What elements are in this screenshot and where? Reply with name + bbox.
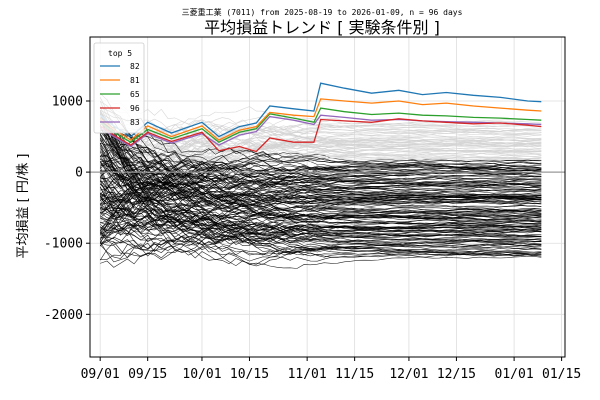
background-series-line: [100, 140, 542, 185]
background-series-line: [99, 166, 542, 247]
background-series-line: [100, 150, 542, 169]
background-series-line: [99, 110, 542, 185]
top-series-group: [99, 82, 542, 153]
y-tick-label: 0: [75, 166, 83, 181]
background-series-line: [99, 158, 542, 212]
background-series-line: [99, 139, 542, 168]
background-series-line: [99, 99, 542, 151]
x-tick-label: 12/15: [437, 367, 476, 382]
background-series-line: [100, 155, 542, 187]
y-tick-label: -2000: [44, 308, 83, 323]
legend-label-81: 81: [130, 76, 140, 85]
background-series-line: [99, 194, 542, 269]
background-series-line: [100, 126, 542, 176]
background-series-line: [100, 175, 542, 194]
background-series-line: [99, 128, 542, 258]
plot-frame: [89, 36, 566, 358]
background-series-line: [100, 190, 542, 217]
background-series-line: [99, 111, 542, 218]
background-series-line: [100, 130, 542, 189]
background-series-line: [100, 202, 542, 238]
background-series-line: [100, 198, 542, 235]
background-series-line: [100, 154, 542, 174]
background-series-line: [100, 183, 542, 250]
background-series-line: [99, 183, 542, 234]
background-series-line: [100, 123, 542, 193]
legend-label-82: 82: [130, 62, 140, 71]
background-series-line: [99, 112, 542, 238]
chart-subtitle: 三菱重工業 (7011) from 2025-08-19 to 2026-01-…: [182, 7, 463, 17]
background-series-line: [99, 118, 542, 214]
legend-label-96: 96: [130, 104, 140, 113]
legend-label-65: 65: [130, 90, 140, 99]
y-tick-label: 1000: [52, 95, 83, 110]
legend: top 5 82 81 65 96 83: [93, 42, 145, 134]
background-series-line: [100, 109, 542, 165]
background-series-line: [100, 135, 542, 164]
background-series-line: [99, 124, 542, 267]
background-series-line: [99, 129, 542, 204]
plot-area: 09/01 09/15 10/01 10/15 11/01 11/15 12/01 12/15…: [44, 36, 581, 382]
x-tick-label: 01/15: [542, 367, 581, 382]
x-tick-label: 11/15: [335, 367, 374, 382]
background-series-line: [100, 117, 542, 143]
y-tick-label: -1000: [44, 237, 83, 252]
background-series-line: [100, 153, 542, 190]
legend-title: top 5: [108, 49, 132, 58]
background-series-line: [100, 140, 542, 162]
background-series-line: [100, 106, 542, 179]
x-tick-label: 09/01: [81, 367, 120, 382]
series-line-83: [99, 114, 542, 148]
background-series-line: [100, 162, 542, 221]
background-series-line: [99, 107, 542, 222]
x-tick-label: 01/01: [495, 367, 534, 382]
background-series-line: [100, 212, 542, 256]
background-series-line: [99, 164, 542, 206]
series-line-82: [99, 82, 542, 138]
background-series-line: [99, 97, 542, 247]
x-tick-label: 10/01: [182, 367, 221, 382]
background-series-line: [100, 170, 542, 211]
series-line-81: [99, 98, 542, 141]
series-line-96: [99, 118, 542, 153]
chart-title: 平均損益トレンド [ 実験条件別 ]: [204, 18, 440, 37]
background-series-line: [99, 154, 542, 235]
background-series-line: [99, 111, 542, 191]
background-series-line: [99, 162, 542, 200]
series-line-65: [99, 107, 542, 143]
background-series-line: [99, 225, 542, 254]
background-series-line: [100, 236, 542, 258]
background-series-line: [100, 220, 542, 262]
x-tick-label: 09/15: [128, 367, 167, 382]
background-series-line: [100, 222, 542, 260]
background-series-line: [100, 138, 542, 188]
background-series-line: [99, 101, 542, 238]
x-tick-label: 10/15: [230, 367, 269, 382]
x-tick-label: 12/01: [389, 367, 428, 382]
background-series-line: [99, 127, 542, 193]
background-lines: [99, 93, 542, 269]
background-series-line: [99, 145, 542, 255]
y-axis-label: 平均損益 [ 円/株 ]: [16, 154, 31, 259]
background-series-line: [99, 148, 542, 257]
background-series-line: [99, 150, 542, 183]
legend-label-83: 83: [130, 118, 140, 127]
x-tick-label: 11/01: [288, 367, 327, 382]
